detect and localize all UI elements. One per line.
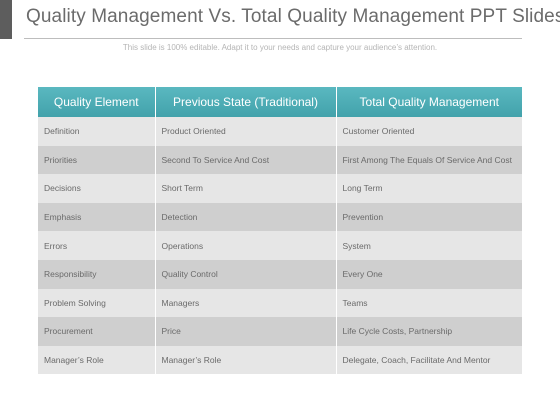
table-row: Definition Product Oriented Customer Ori… (38, 117, 522, 146)
cell-tqm: Prevention (336, 202, 522, 232)
table-header-row: Quality Element Previous State (Traditio… (38, 87, 522, 117)
cell-element: Problem Solving (38, 288, 156, 318)
cell-element: Manager’s Role (38, 345, 156, 375)
cell-tqm: Long Term (336, 174, 522, 203)
table-row: Responsibility Quality Control Every One (38, 259, 522, 289)
table-row: Problem Solving Managers Teams (38, 288, 522, 318)
table-row: Priorities Second To Service And Cost Fi… (38, 145, 522, 175)
cell-previous: Manager’s Role (155, 345, 337, 375)
comparison-table-container: Quality Element Previous State (Traditio… (38, 87, 522, 375)
cell-previous: Price (155, 317, 337, 346)
cell-previous: Quality Control (155, 259, 337, 289)
table-row: Emphasis Detection Prevention (38, 202, 522, 232)
cell-tqm: System (336, 231, 522, 260)
cell-tqm: Customer Oriented (336, 117, 522, 146)
cell-tqm: Life Cycle Costs, Partnership (336, 317, 522, 346)
table-row: Errors Operations System (38, 231, 522, 260)
cell-element: Emphasis (38, 202, 156, 232)
cell-tqm: Delegate, Coach, Facilitate And Mentor (336, 345, 522, 375)
cell-element: Errors (38, 231, 156, 260)
cell-previous: Product Oriented (155, 117, 337, 146)
corner-accent-bar (0, 0, 12, 39)
table-row: Decisions Short Term Long Term (38, 174, 522, 203)
cell-previous: Short Term (155, 174, 337, 203)
cell-tqm: Teams (336, 288, 522, 318)
cell-element: Priorities (38, 145, 156, 175)
header-previous-state: Previous State (Traditional) (155, 87, 337, 117)
cell-element: Definition (38, 117, 156, 146)
table-row: Procurement Price Life Cycle Costs, Part… (38, 317, 522, 346)
comparison-table: Quality Element Previous State (Traditio… (38, 87, 522, 375)
cell-tqm: Every One (336, 259, 522, 289)
cell-tqm: First Among The Equals Of Service And Co… (336, 145, 522, 175)
title-divider (24, 38, 522, 39)
cell-previous: Managers (155, 288, 337, 318)
cell-element: Decisions (38, 174, 156, 203)
table-row: Manager’s Role Manager’s Role Delegate, … (38, 345, 522, 375)
cell-previous: Second To Service And Cost (155, 145, 337, 175)
cell-previous: Detection (155, 202, 337, 232)
cell-element: Responsibility (38, 259, 156, 289)
cell-previous: Operations (155, 231, 337, 260)
slide-subtitle: This slide is 100% editable. Adapt it to… (122, 43, 438, 52)
header-quality-element: Quality Element (38, 87, 156, 117)
header-total-quality-management: Total Quality Management (336, 87, 522, 117)
cell-element: Procurement (38, 317, 156, 346)
slide-title: Quality Management Vs. Total Quality Man… (26, 6, 560, 27)
